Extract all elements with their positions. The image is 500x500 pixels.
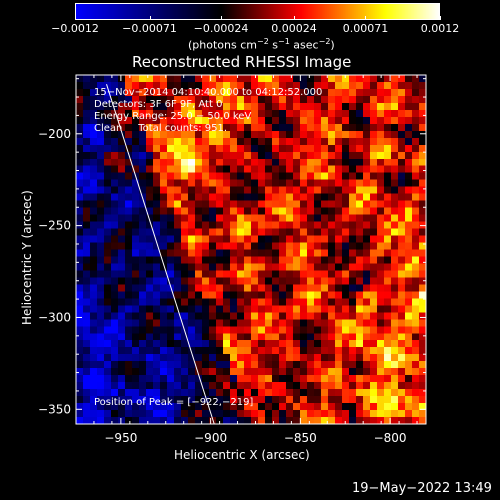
colorbar-tick-mark [221, 16, 222, 20]
annotation-detectors: Detectors: 3F 6F 9F, Att 0 [94, 99, 223, 110]
peak-position-label: Position of Peak = [−922,−219] [94, 397, 254, 408]
x-tick-label: −850 [284, 431, 317, 445]
annotation-energy-range: Energy Range: 25.0 − 50.0 keV [94, 111, 252, 122]
colorbar-tick-label: 0.00071 [342, 22, 389, 35]
colorbar-tick-mark [294, 16, 295, 20]
y-axis-label: Heliocentric Y (arcsec) [20, 190, 34, 325]
heatmap-image [76, 75, 426, 424]
colorbar-tick-label: −0.00024 [193, 22, 249, 35]
plot-frame [75, 74, 427, 425]
x-axis-label: Heliocentric X (arcsec) [174, 448, 310, 462]
colorbar-tick-mark [440, 16, 441, 20]
colorbar-tick-mark [365, 16, 367, 20]
footer-timestamp: 19−May−2022 13:49 [352, 481, 492, 496]
x-tick-label: −900 [194, 431, 227, 445]
x-tick-label: −950 [104, 431, 137, 445]
colorbar-tick-label: 0.0012 [420, 22, 460, 35]
colorbar-gradient [75, 4, 440, 20]
colorbar-unit-label: (photons cm−2 s−1 asec−2) [188, 37, 335, 52]
colorbar-tick-label: −0.00071 [122, 22, 177, 35]
annotation-counts: Clean Total counts: 951. [94, 123, 228, 134]
y-tick-label: −250 [38, 219, 71, 233]
solar-limb-line [106, 84, 215, 425]
colorbar-frame [75, 3, 440, 20]
annotation-time-range: 15−Nov−2014 04:10:40.000 to 04:12:52.000 [94, 87, 323, 98]
colorbar-tick-label: −0.0012 [51, 22, 99, 35]
chart-title: Reconstructed RHESSI Image [132, 53, 352, 71]
x-tick-label: −800 [374, 431, 407, 445]
y-tick-label: −200 [38, 127, 71, 141]
colorbar-tick-mark [75, 16, 76, 20]
y-tick-label: −350 [38, 402, 71, 416]
y-tick-label: −300 [38, 310, 71, 324]
colorbar-tick-label: 0.00024 [271, 22, 317, 35]
colorbar-tick-mark [149, 16, 151, 20]
